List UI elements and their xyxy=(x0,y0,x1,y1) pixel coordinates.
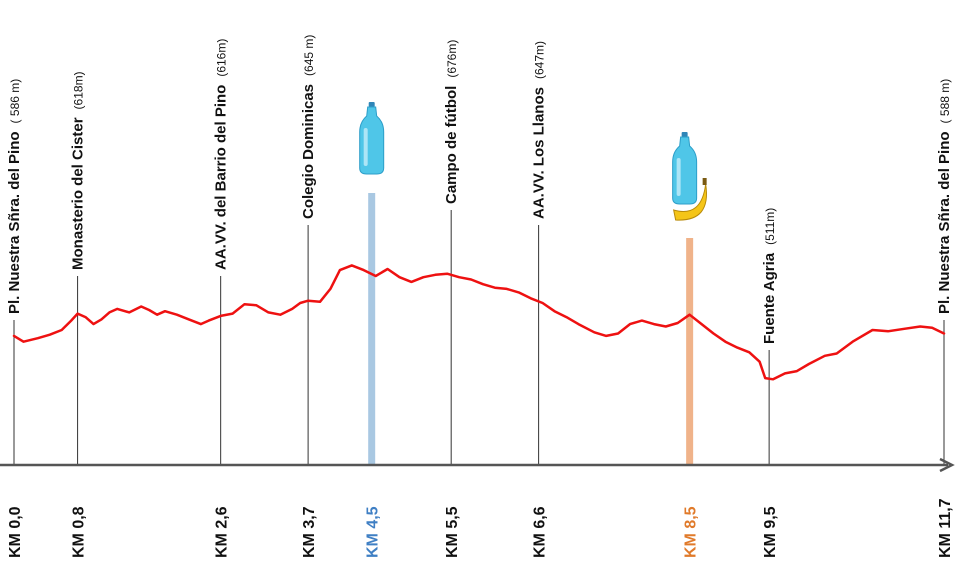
km-label: KM 2,6 xyxy=(214,506,231,558)
aid-stations xyxy=(359,102,707,465)
x-axis-arrow-icon xyxy=(939,457,955,473)
aid-station-bar xyxy=(686,238,694,465)
waypoint-label: Colegio Dominicas (645 m) xyxy=(300,35,317,219)
waypoint-label: Fuente Agria (511m) xyxy=(761,208,778,344)
waypoint-label: Monasterio del Cister (618m) xyxy=(70,71,87,270)
km-label: KM 9,5 xyxy=(762,506,779,558)
km-label: KM 0,8 xyxy=(71,506,88,558)
waypoint-labels: Pl. Nuestra Sñra. del Pino ( 586 m) Monast… xyxy=(6,35,953,344)
waypoint-name: Monasterio del Cister xyxy=(70,117,87,270)
waypoint-name: AA.VV. Los Llanos xyxy=(531,87,548,219)
km-label: KM 0,0 xyxy=(7,506,24,558)
waypoint-name: Fuente Agria xyxy=(761,252,778,344)
waypoint-label: Pl. Nuestra Sñra. del Pino ( 586 m) xyxy=(6,79,23,314)
km-label: KM 5,5 xyxy=(444,506,461,558)
waypoint-name: Pl. Nuestra Sñra. del Pino xyxy=(6,131,23,314)
waypoint-altitude: (676m) xyxy=(445,40,459,78)
km-label: KM 8,5 xyxy=(683,506,700,558)
aid-station-water xyxy=(359,102,385,465)
x-axis xyxy=(0,457,955,473)
km-labels: KM 0,0 KM 0,8 KM 2,6 KM 3,7 KM 5,5 KM 6,6 KM 9… xyxy=(7,498,954,558)
waypoint-altitude: (645 m) xyxy=(302,35,316,76)
aid-station-food xyxy=(672,132,707,465)
km-label: KM 3,7 xyxy=(301,506,318,558)
waypoint-name: AA.VV. del Barrio del Pino xyxy=(213,85,230,270)
waypoint-label: AA.VV. del Barrio del Pino (616m) xyxy=(213,39,230,270)
waypoint-name: Pl. Nuestra Sñra. del Pino xyxy=(936,131,953,314)
waypoint-label: Pl. Nuestra Sñra. del Pino ( 588 m) xyxy=(936,79,953,314)
km-label: KM 11,7 xyxy=(937,498,954,558)
aid-station-bar xyxy=(368,193,376,465)
waypoint-altitude: ( 586 m) xyxy=(8,79,22,124)
waypoint-altitude: ( 588 m) xyxy=(938,79,952,124)
waypoint-altitude: (511m) xyxy=(763,208,777,245)
water-bottle-icon xyxy=(672,132,698,205)
waypoint-name: Campo de fútbol xyxy=(443,86,460,204)
banana-icon xyxy=(672,178,707,221)
waypoint-label: Campo de fútbol (676m) xyxy=(443,40,460,204)
waypoint-altitude: (616m) xyxy=(215,39,229,77)
elevation-profile-line xyxy=(12,264,946,381)
km-label: KM 6,6 xyxy=(532,506,549,558)
waypoint-altitude: (647m) xyxy=(533,41,547,79)
waypoint-guides xyxy=(13,210,945,465)
waypoint-name: Colegio Dominicas xyxy=(300,84,317,219)
km-label: KM 4,5 xyxy=(365,506,382,558)
waypoint-altitude: (618m) xyxy=(72,71,86,109)
waypoint-label: AA.VV. Los Llanos (647m) xyxy=(531,41,548,219)
water-bottle-icon xyxy=(359,102,385,175)
